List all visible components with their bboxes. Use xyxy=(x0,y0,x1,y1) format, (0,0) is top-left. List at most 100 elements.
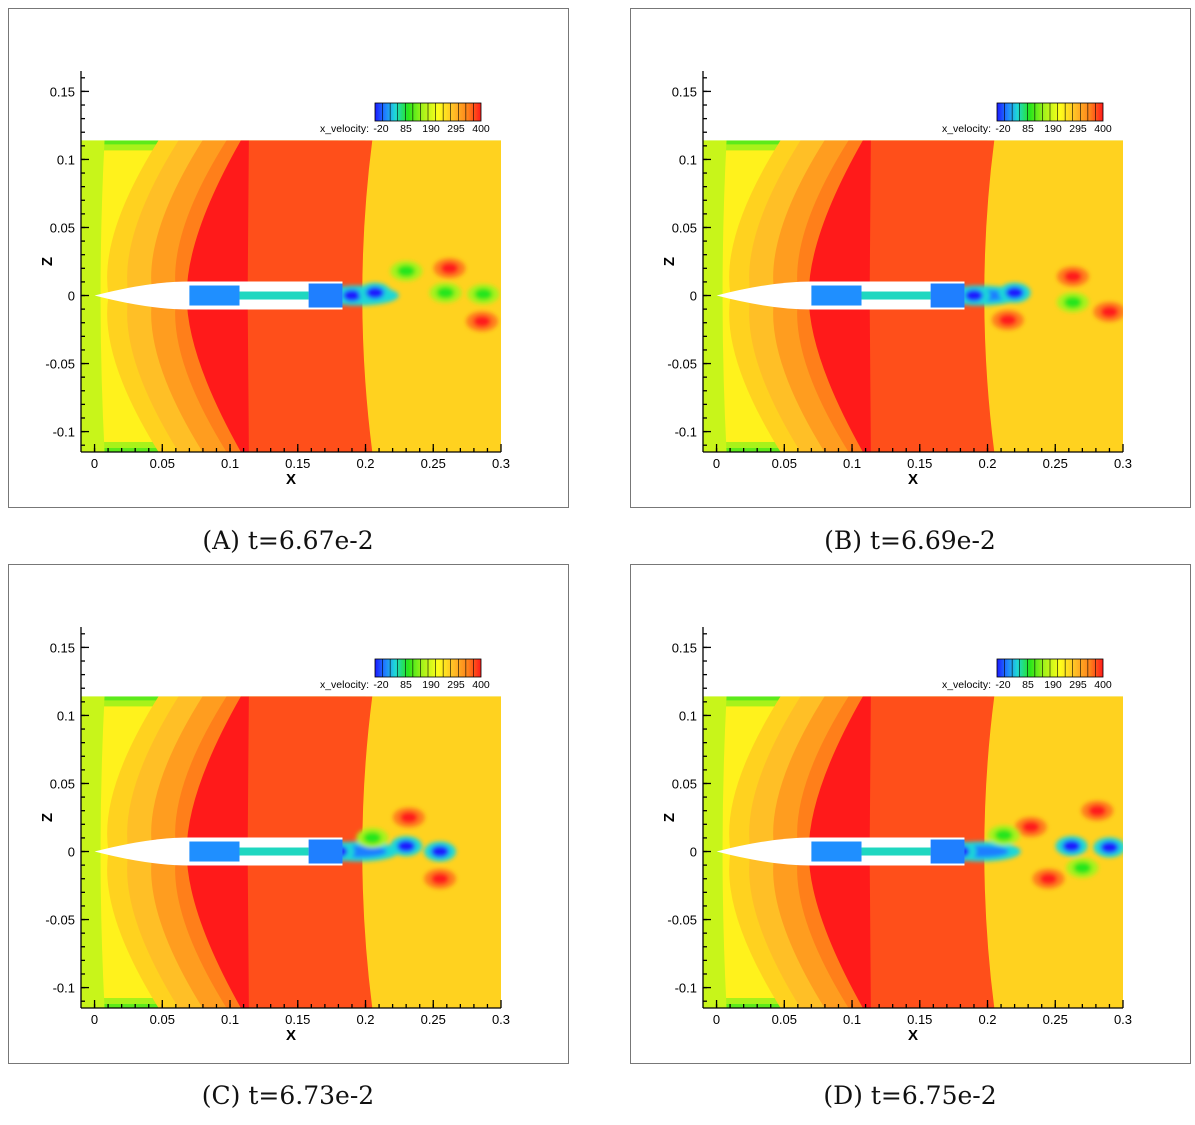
colorbar-tick-label: 400 xyxy=(472,679,490,691)
y-axis-label: Z xyxy=(39,813,56,822)
wake-feature-6 xyxy=(1039,872,1058,885)
y-tick-label: -0.05 xyxy=(667,913,697,928)
x-axis-label: X xyxy=(908,471,918,488)
x-tick-label: 0.25 xyxy=(421,1012,446,1027)
wake-feature-6 xyxy=(363,831,382,844)
y-tick-label: 0.1 xyxy=(57,708,75,723)
colorbar-title: x_velocity: xyxy=(942,123,991,135)
colorbar-tick-label: 400 xyxy=(1094,679,1112,691)
panel-label: (A) xyxy=(202,526,240,555)
y-tick-label: 0.05 xyxy=(672,776,697,791)
nozzle-region xyxy=(930,839,965,864)
colorbar-tick-label: 295 xyxy=(1069,123,1087,135)
x-tick-label: 0.3 xyxy=(1114,456,1132,471)
y-tick-label: -0.1 xyxy=(675,425,697,440)
x-tick-label: 0.25 xyxy=(421,456,446,471)
y-tick-label: 0 xyxy=(690,289,697,304)
x-tick-label: 0.1 xyxy=(843,1012,861,1027)
colorbar-tick-label: 295 xyxy=(1069,679,1087,691)
panel-label: (D) xyxy=(823,1081,863,1110)
y-tick-label: 0 xyxy=(68,845,75,860)
colorbar-tick-label: 400 xyxy=(472,123,490,135)
y-axis-label: Z xyxy=(39,257,56,266)
x-tick-label: 0.3 xyxy=(1114,1012,1132,1027)
y-tick-label: -0.1 xyxy=(53,981,75,996)
wake-feature-3 xyxy=(1100,841,1119,854)
colorbar-title: x_velocity: xyxy=(320,679,369,691)
panel-caption-d: (D) t=6.75e-2 xyxy=(770,1081,1050,1110)
x-tick-label: 0.2 xyxy=(356,456,374,471)
nozzle-region xyxy=(308,283,343,308)
colorbar-tick-label: 295 xyxy=(447,679,465,691)
x-tick-label: 0.1 xyxy=(221,456,239,471)
wake-feature-2 xyxy=(366,286,384,299)
wake-feature-3 xyxy=(1063,270,1082,283)
colorbar-tick-label: 190 xyxy=(422,679,440,691)
wake-feature-3 xyxy=(431,845,450,858)
x-tick-label: 0 xyxy=(91,456,98,471)
x-tick-label: 0.15 xyxy=(907,456,932,471)
wake-feature-5 xyxy=(436,286,455,299)
wake-feature-6 xyxy=(474,288,493,301)
wake-feature-4 xyxy=(1088,804,1107,817)
bore-channel xyxy=(861,847,931,856)
colorbar-tick-label: 85 xyxy=(1022,123,1034,135)
y-tick-label: -0.05 xyxy=(45,913,75,928)
wake-feature-4 xyxy=(1063,296,1082,309)
contour-plot-d: 0 0.05 0.1 0.15 0.2 0.25 0.3 0.15 0.1 0.05 0 -0.05 -… xyxy=(661,627,1132,1044)
y-tick-label: 0.1 xyxy=(57,152,75,167)
x-tick-label: 0.05 xyxy=(772,456,797,471)
x-tick-label: 0.3 xyxy=(492,456,510,471)
x-tick-label: 0.15 xyxy=(285,1012,310,1027)
panel-time: t=6.67e-2 xyxy=(239,526,374,555)
wake-feature-8 xyxy=(1073,861,1092,874)
wake-feature-2 xyxy=(1062,840,1081,853)
wake-feature-7 xyxy=(994,829,1013,842)
colorbar-tick-label: 400 xyxy=(1094,123,1112,135)
x-tick-label: 0.15 xyxy=(285,456,310,471)
x-axis-label: X xyxy=(286,1027,296,1044)
panel-time: t=6.75e-2 xyxy=(862,1081,997,1110)
y-tick-label: -0.05 xyxy=(45,357,75,372)
colorbar-title: x_velocity: xyxy=(942,679,991,691)
wake-feature-2 xyxy=(1005,286,1024,299)
y-tick-label: 0.05 xyxy=(50,220,75,235)
panel-time: t=6.69e-2 xyxy=(862,526,996,555)
colorbar-tick-label: 295 xyxy=(447,123,465,135)
nozzle-region xyxy=(308,839,343,864)
colorbar-tick-label: -20 xyxy=(373,123,388,135)
x-tick-label: 0.05 xyxy=(150,456,175,471)
chamber-block xyxy=(189,285,240,306)
y-tick-label: 0.05 xyxy=(50,776,75,791)
wake-feature-4 xyxy=(399,811,418,824)
colorbar-tick-label: -20 xyxy=(995,679,1010,691)
plot-frame-d: 0 0.05 0.1 0.15 0.2 0.25 0.3 0.15 0.1 0.05 0 -0.05 -… xyxy=(630,564,1191,1064)
x-tick-label: 0 xyxy=(91,1012,98,1027)
wake-feature-1 xyxy=(964,289,983,302)
y-tick-label: 0.1 xyxy=(679,152,697,167)
plot-frame-c: 0 0.05 0.1 0.15 0.2 0.25 0.3 0.15 0.1 0.05 0 -0.05 -… xyxy=(8,564,569,1064)
y-tick-label: 0 xyxy=(690,845,697,860)
bore-channel xyxy=(239,291,309,300)
x-tick-label: 0.05 xyxy=(150,1012,175,1027)
nozzle-region xyxy=(930,283,965,308)
plot-frame-b: 0 0.05 0.1 0.15 0.2 0.25 0.3 0.15 0.1 0.05 0 -0.05 -… xyxy=(630,8,1191,508)
colorbar-title: x_velocity: xyxy=(320,123,369,135)
plot-frame-a: 0 0.05 0.1 0.15 0.2 0.25 0.3 0.15 0.1 0.05 0 -0.05 -… xyxy=(8,8,569,508)
x-tick-label: 0.25 xyxy=(1043,456,1068,471)
chamber-block xyxy=(811,285,862,306)
panel-caption-a: (A) t=6.67e-2 xyxy=(148,526,428,555)
wake-feature-5 xyxy=(998,314,1017,327)
x-tick-label: 0.1 xyxy=(843,456,861,471)
contour-plot-c: 0 0.05 0.1 0.15 0.2 0.25 0.3 0.15 0.1 0.05 0 -0.05 -… xyxy=(39,627,510,1044)
wake-feature-3 xyxy=(440,262,459,275)
y-tick-label: 0.15 xyxy=(672,640,697,655)
x-tick-label: 0.1 xyxy=(221,1012,239,1027)
contour-plot-b: 0 0.05 0.1 0.15 0.2 0.25 0.3 0.15 0.1 0.05 0 -0.05 -… xyxy=(661,71,1132,488)
y-tick-label: -0.05 xyxy=(667,357,697,372)
y-axis-label: Z xyxy=(661,813,678,822)
colorbar-tick-label: 190 xyxy=(1044,679,1062,691)
panel-time: t=6.73e-2 xyxy=(240,1081,375,1110)
wake-feature-1 xyxy=(342,289,361,302)
y-tick-label: 0.15 xyxy=(672,84,697,99)
